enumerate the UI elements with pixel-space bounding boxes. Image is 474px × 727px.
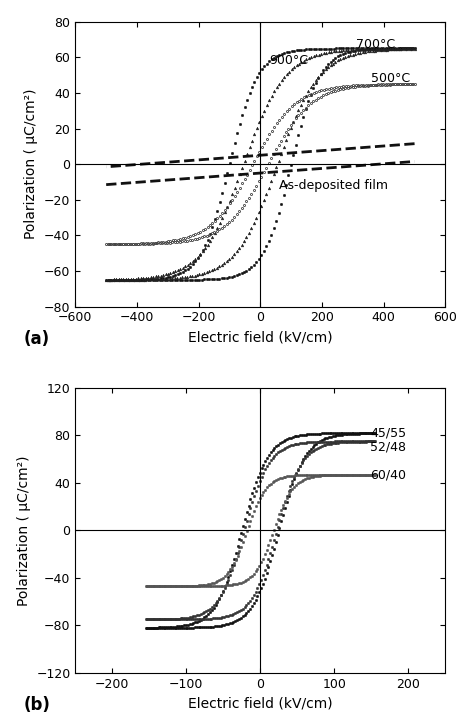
Text: 700°C: 700°C — [356, 39, 395, 52]
Text: 52/48: 52/48 — [370, 441, 406, 454]
X-axis label: Electric field (kV/cm): Electric field (kV/cm) — [188, 330, 333, 344]
Y-axis label: Polarization ( μC/cm²): Polarization ( μC/cm²) — [25, 89, 38, 239]
Text: (a): (a) — [24, 329, 50, 348]
Text: 900°C: 900°C — [270, 55, 309, 68]
Text: 45/55: 45/55 — [370, 427, 406, 440]
Text: (b): (b) — [24, 696, 50, 714]
X-axis label: Electric field (kV/cm): Electric field (kV/cm) — [188, 696, 333, 710]
Text: 500°C: 500°C — [372, 72, 410, 85]
Text: 60/40: 60/40 — [370, 468, 406, 481]
Text: As-deposited film: As-deposited film — [279, 179, 388, 192]
Y-axis label: Polarization ( μC/cm²): Polarization ( μC/cm²) — [17, 455, 31, 606]
